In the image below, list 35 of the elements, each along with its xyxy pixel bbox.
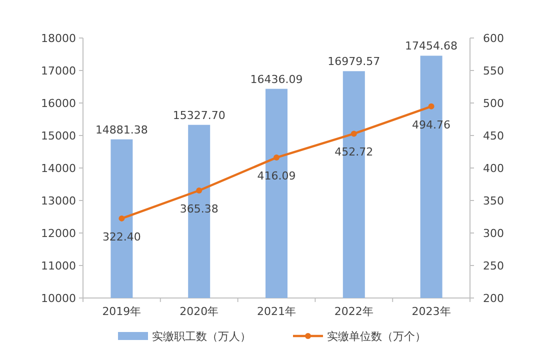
y2-tick-label: 200 bbox=[483, 292, 504, 305]
y2-tick-label: 350 bbox=[483, 194, 504, 208]
y-tick-label: 13000 bbox=[41, 194, 76, 208]
data-label: 17454.68 bbox=[405, 40, 458, 53]
y2-tick-label: 300 bbox=[483, 227, 504, 240]
x-tick-label: 2022年 bbox=[334, 305, 374, 318]
point bbox=[196, 188, 202, 194]
data-label: 14881.38 bbox=[95, 123, 148, 136]
point bbox=[350, 130, 357, 137]
y-tick-label: 10000 bbox=[41, 292, 76, 305]
y2-tick-label: 500 bbox=[483, 97, 504, 110]
legend-label: 实缴单位数（万个） bbox=[327, 330, 426, 343]
y2-tick-label: 450 bbox=[483, 130, 504, 142]
y-tick-label: 14000 bbox=[41, 162, 76, 175]
data-label: 15327.70 bbox=[172, 108, 226, 122]
data-label: 16979.57 bbox=[328, 55, 380, 68]
y-tick-label: 18000 bbox=[41, 32, 76, 45]
x-tick-label: 2020年 bbox=[180, 305, 219, 318]
point bbox=[274, 154, 280, 161]
x-tick-label: 2019年 bbox=[102, 305, 142, 318]
data-label: 16436.09 bbox=[250, 72, 303, 86]
y2-tick-label: 400 bbox=[483, 162, 504, 175]
legend-label: 实缴职工数（万人） bbox=[152, 330, 251, 343]
y2-tick-label: 600 bbox=[483, 32, 504, 45]
y-tick-label: 16000 bbox=[41, 97, 76, 110]
y-tick-label: 11000 bbox=[41, 260, 76, 272]
y2-tick-label: 250 bbox=[483, 260, 504, 272]
point bbox=[428, 103, 434, 110]
x-tick-label: 2023年 bbox=[412, 305, 451, 318]
y-tick-label: 15000 bbox=[41, 130, 76, 142]
point bbox=[118, 215, 125, 222]
y-tick-label: 12000 bbox=[41, 227, 76, 240]
y-tick-label: 17000 bbox=[41, 64, 76, 78]
y2-tick-label: 550 bbox=[483, 64, 504, 78]
x-tick-label: 2021年 bbox=[257, 305, 296, 318]
